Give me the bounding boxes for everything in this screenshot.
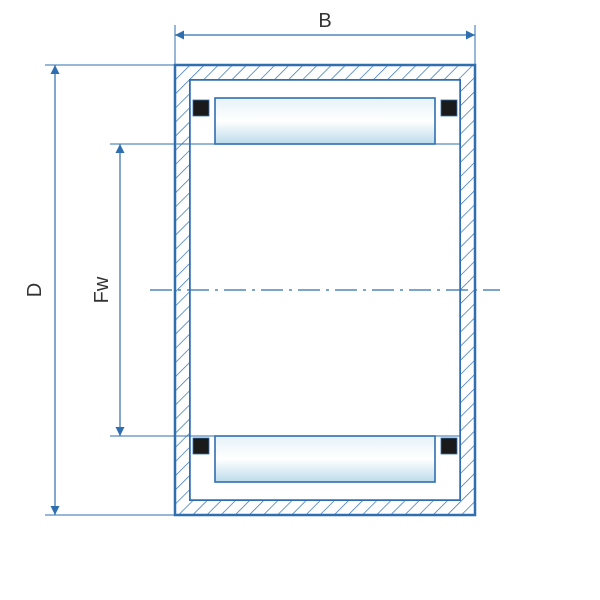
dim-d-label: D — [24, 283, 46, 297]
top-roller-end-right — [441, 100, 457, 116]
dim-fw-label: Fw — [91, 276, 113, 303]
top-roller — [215, 98, 435, 144]
bottom-roller-end-right — [441, 438, 457, 454]
dim-b-label: B — [318, 10, 331, 32]
top-roller-end-left — [193, 100, 209, 116]
bottom-roller-end-left — [193, 438, 209, 454]
bottom-roller — [215, 436, 435, 482]
